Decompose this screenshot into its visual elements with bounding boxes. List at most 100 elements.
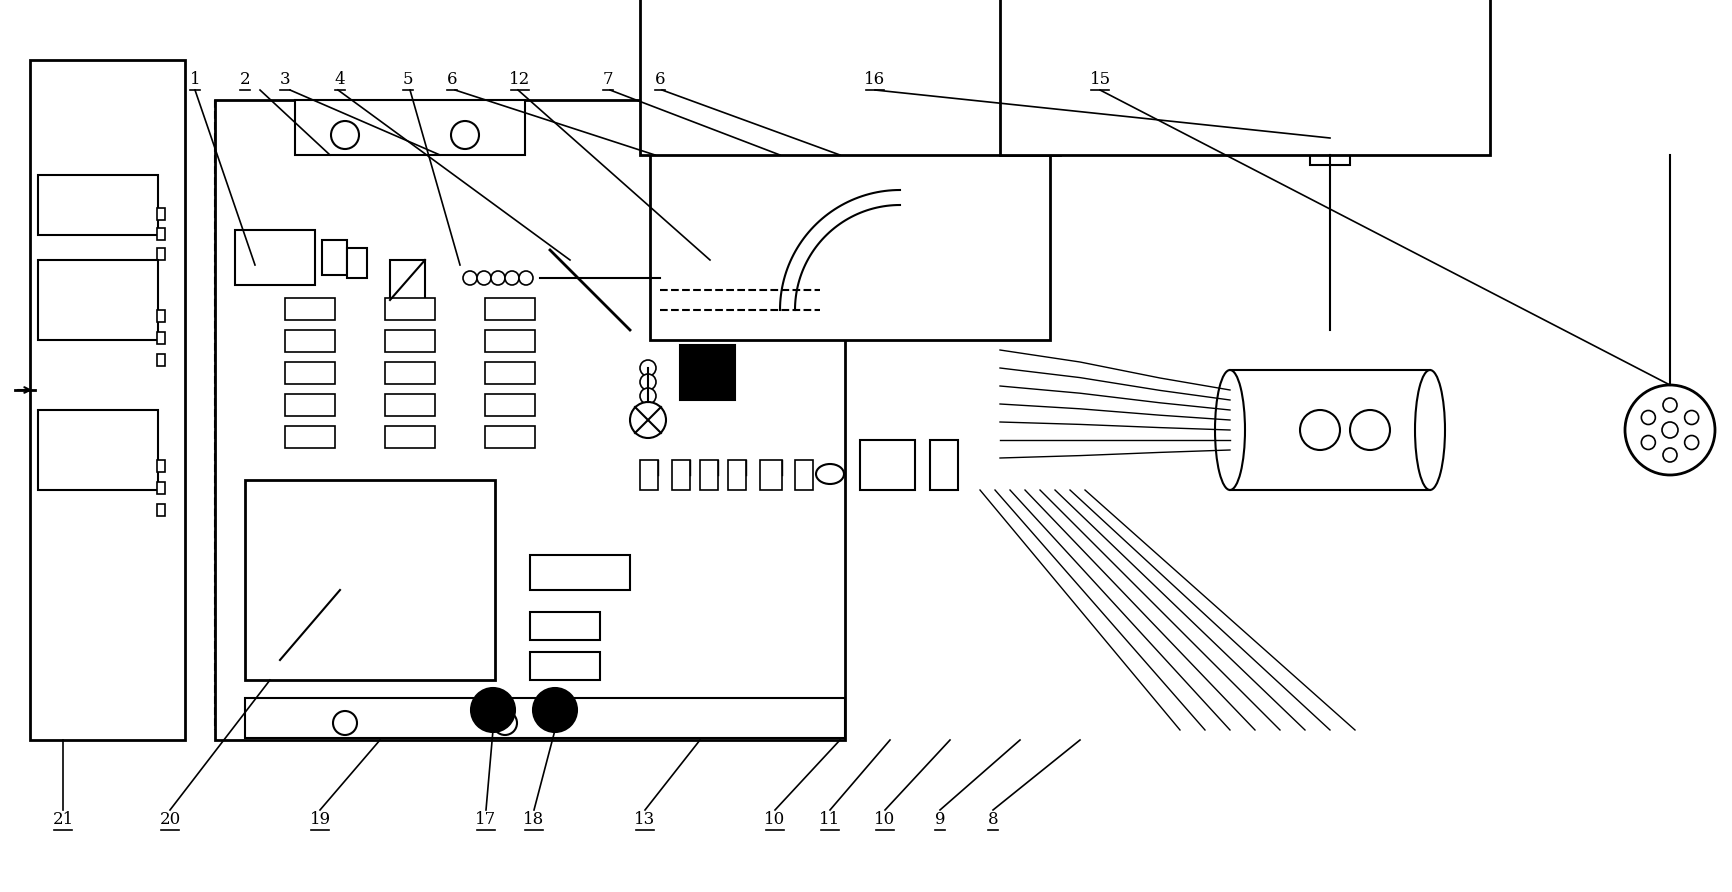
Bar: [286, 426, 334, 448]
Bar: [286, 330, 334, 352]
Bar: [1323, 124, 1339, 138]
Ellipse shape: [1415, 370, 1444, 490]
Bar: [322, 240, 346, 275]
Text: 11: 11: [819, 812, 840, 829]
Text: 17: 17: [475, 812, 497, 829]
Bar: [485, 362, 535, 384]
Bar: [38, 410, 158, 490]
Bar: [930, 440, 958, 490]
Circle shape: [506, 271, 520, 285]
Bar: [385, 394, 435, 416]
Bar: [485, 426, 535, 448]
Circle shape: [1663, 422, 1678, 438]
Circle shape: [462, 271, 476, 285]
Bar: [29, 60, 185, 740]
Bar: [681, 345, 734, 400]
Bar: [861, 440, 914, 490]
Bar: [530, 555, 630, 590]
Text: 2: 2: [239, 71, 251, 88]
Bar: [158, 310, 165, 322]
Circle shape: [1685, 435, 1699, 450]
Circle shape: [450, 121, 480, 149]
Text: 9: 9: [935, 812, 946, 829]
Bar: [286, 298, 334, 320]
Bar: [641, 460, 658, 490]
Ellipse shape: [1216, 370, 1245, 490]
Text: 5: 5: [404, 71, 414, 88]
Bar: [760, 460, 783, 490]
Text: 20: 20: [159, 812, 180, 829]
Bar: [530, 612, 599, 640]
Bar: [485, 298, 535, 320]
Text: 3: 3: [279, 71, 291, 88]
Circle shape: [1642, 410, 1656, 425]
Bar: [286, 362, 334, 384]
Bar: [294, 100, 525, 155]
Bar: [672, 460, 689, 490]
Text: 13: 13: [634, 812, 656, 829]
Bar: [385, 426, 435, 448]
Circle shape: [490, 271, 506, 285]
Bar: [485, 330, 535, 352]
Text: 10: 10: [875, 812, 895, 829]
Bar: [158, 354, 165, 366]
Polygon shape: [390, 260, 424, 300]
Circle shape: [494, 711, 516, 735]
Text: 18: 18: [523, 812, 544, 829]
Circle shape: [641, 416, 656, 432]
Bar: [244, 698, 845, 738]
Text: 21: 21: [52, 812, 74, 829]
Text: 1: 1: [191, 71, 201, 88]
Bar: [727, 460, 746, 490]
Bar: [158, 504, 165, 516]
Circle shape: [1663, 398, 1677, 412]
Circle shape: [533, 688, 577, 732]
Bar: [158, 248, 165, 260]
Circle shape: [641, 388, 656, 404]
Text: 4: 4: [334, 71, 345, 88]
Ellipse shape: [816, 464, 843, 484]
Bar: [795, 460, 812, 490]
Text: 12: 12: [509, 71, 530, 88]
Bar: [38, 175, 158, 235]
Bar: [641, 0, 1060, 155]
Bar: [485, 394, 535, 416]
Bar: [1318, 134, 1342, 150]
Bar: [999, 0, 1490, 155]
Circle shape: [476, 271, 490, 285]
Circle shape: [333, 711, 357, 735]
Circle shape: [1663, 448, 1677, 462]
Circle shape: [1625, 385, 1715, 475]
Circle shape: [1349, 410, 1391, 450]
Bar: [215, 100, 845, 740]
Bar: [158, 228, 165, 240]
Text: 6: 6: [447, 71, 457, 88]
Circle shape: [331, 121, 359, 149]
Bar: [38, 260, 158, 340]
Bar: [346, 248, 367, 278]
Circle shape: [1685, 410, 1699, 425]
Bar: [385, 298, 435, 320]
Bar: [158, 482, 165, 494]
Bar: [530, 652, 599, 680]
Text: 10: 10: [764, 812, 786, 829]
Circle shape: [1301, 410, 1341, 450]
Bar: [158, 208, 165, 220]
Bar: [244, 480, 495, 680]
Text: 19: 19: [310, 812, 331, 829]
Bar: [385, 330, 435, 352]
Circle shape: [1642, 435, 1656, 450]
Bar: [286, 394, 334, 416]
Circle shape: [641, 402, 656, 418]
Circle shape: [520, 271, 533, 285]
Bar: [650, 140, 1050, 340]
Text: 7: 7: [603, 71, 613, 88]
Circle shape: [641, 360, 656, 376]
Bar: [385, 362, 435, 384]
Circle shape: [641, 374, 656, 390]
Text: 16: 16: [864, 71, 885, 88]
Bar: [236, 230, 315, 285]
Text: 15: 15: [1089, 71, 1110, 88]
Circle shape: [630, 402, 667, 438]
Text: 6: 6: [655, 71, 665, 88]
